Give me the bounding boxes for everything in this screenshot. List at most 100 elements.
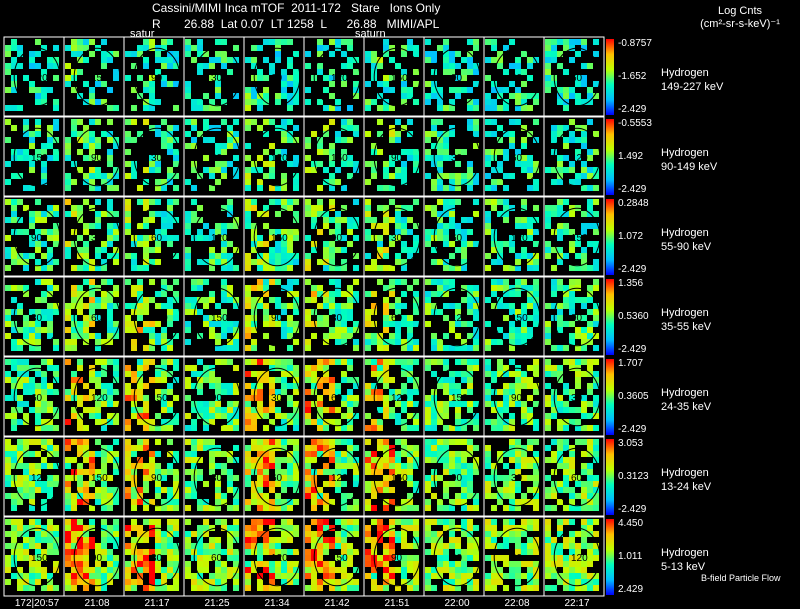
contour-circle xyxy=(13,447,61,507)
heat-cell xyxy=(35,247,41,253)
heat-cell xyxy=(77,265,83,271)
heat-cell xyxy=(137,395,143,401)
heat-cell xyxy=(491,371,497,377)
heat-cell xyxy=(521,279,527,285)
heat-cell xyxy=(323,407,329,413)
contour-circle xyxy=(13,207,61,267)
species-label: Hydrogen xyxy=(661,387,709,399)
heat-cell xyxy=(83,481,89,487)
heat-cell xyxy=(131,407,137,413)
heat-cell xyxy=(545,241,551,247)
heat-cell xyxy=(173,419,179,425)
heat-cell xyxy=(167,401,173,407)
heat-cell xyxy=(23,481,29,487)
heat-cell xyxy=(155,99,161,105)
heat-cell xyxy=(347,439,353,445)
heat-cell xyxy=(23,75,29,81)
heat-cell xyxy=(557,531,563,537)
heat-cell xyxy=(557,39,563,45)
heat-cell xyxy=(11,297,17,303)
heat-cell xyxy=(437,505,443,511)
heat-cell xyxy=(77,211,83,217)
heat-cell xyxy=(245,333,251,339)
heat-cell xyxy=(35,149,41,155)
heat-cell xyxy=(395,155,401,161)
heat-cell xyxy=(287,285,293,291)
heat-cell xyxy=(533,439,539,445)
heat-cell xyxy=(425,487,431,493)
heat-cell xyxy=(443,105,449,111)
contour-circle xyxy=(193,47,241,107)
heat-cell xyxy=(131,161,137,167)
heat-cell xyxy=(437,105,443,111)
heat-cell xyxy=(341,451,347,457)
heat-cell xyxy=(275,537,281,543)
heat-cell xyxy=(383,265,389,271)
heat-cell xyxy=(449,579,455,585)
heat-cell xyxy=(593,383,599,389)
heat-cell xyxy=(371,99,377,105)
heat-cell xyxy=(503,475,509,481)
heat-cell xyxy=(515,543,521,549)
heat-cell xyxy=(245,185,251,191)
heat-cell xyxy=(443,519,449,525)
heat-cell xyxy=(353,199,359,205)
heat-cell xyxy=(413,419,419,425)
heat-cell xyxy=(383,585,389,591)
x-tick-label: 21:08 xyxy=(84,598,110,609)
heat-cell xyxy=(155,469,161,475)
heat-cell xyxy=(95,155,101,161)
heat-cell xyxy=(521,451,527,457)
heat-cell xyxy=(233,131,239,137)
heat-cell xyxy=(401,451,407,457)
heat-cell xyxy=(317,555,323,561)
heat-cell xyxy=(575,543,581,549)
heat-cell xyxy=(329,561,335,567)
heat-cell xyxy=(173,149,179,155)
heat-cell xyxy=(443,223,449,229)
heat-cell xyxy=(191,105,197,111)
heat-cell xyxy=(251,339,257,345)
heat-cell xyxy=(317,303,323,309)
heat-cell xyxy=(515,585,521,591)
heat-cell xyxy=(143,413,149,419)
heat-cell xyxy=(545,365,551,371)
heat-cell xyxy=(305,365,311,371)
heat-cell xyxy=(221,161,227,167)
heat-cell xyxy=(155,413,161,419)
heat-cell xyxy=(437,131,443,137)
heat-cell xyxy=(29,537,35,543)
heat-cell xyxy=(83,81,89,87)
heat-cell xyxy=(347,45,353,51)
heat-cell xyxy=(425,401,431,407)
heat-cell xyxy=(413,303,419,309)
heat-cell xyxy=(425,419,431,425)
heat-cell xyxy=(269,499,275,505)
contour-circle xyxy=(433,527,481,587)
heat-cell xyxy=(311,247,317,253)
heat-cell xyxy=(371,487,377,493)
heat-cell xyxy=(581,185,587,191)
contour-label: 90 xyxy=(571,313,583,324)
heat-cell xyxy=(431,259,437,265)
heat-cell xyxy=(227,543,233,549)
heat-cell xyxy=(287,531,293,537)
heat-cell xyxy=(317,259,323,265)
heat-cell xyxy=(527,585,533,591)
heat-cell xyxy=(317,377,323,383)
heat-cell xyxy=(575,99,581,105)
heat-cell xyxy=(257,179,263,185)
contour-label: 60 xyxy=(331,393,343,404)
heat-cell xyxy=(185,51,191,57)
heat-cell xyxy=(275,457,281,463)
heat-cell xyxy=(383,297,389,303)
heat-cell xyxy=(401,389,407,395)
heat-cell xyxy=(335,585,341,591)
heat-cell xyxy=(407,579,413,585)
heat-cell xyxy=(143,463,149,469)
heat-cell xyxy=(95,377,101,383)
heat-cell xyxy=(341,439,347,445)
heat-cell xyxy=(65,253,71,259)
heat-cell xyxy=(47,63,53,69)
heat-cell xyxy=(23,537,29,543)
